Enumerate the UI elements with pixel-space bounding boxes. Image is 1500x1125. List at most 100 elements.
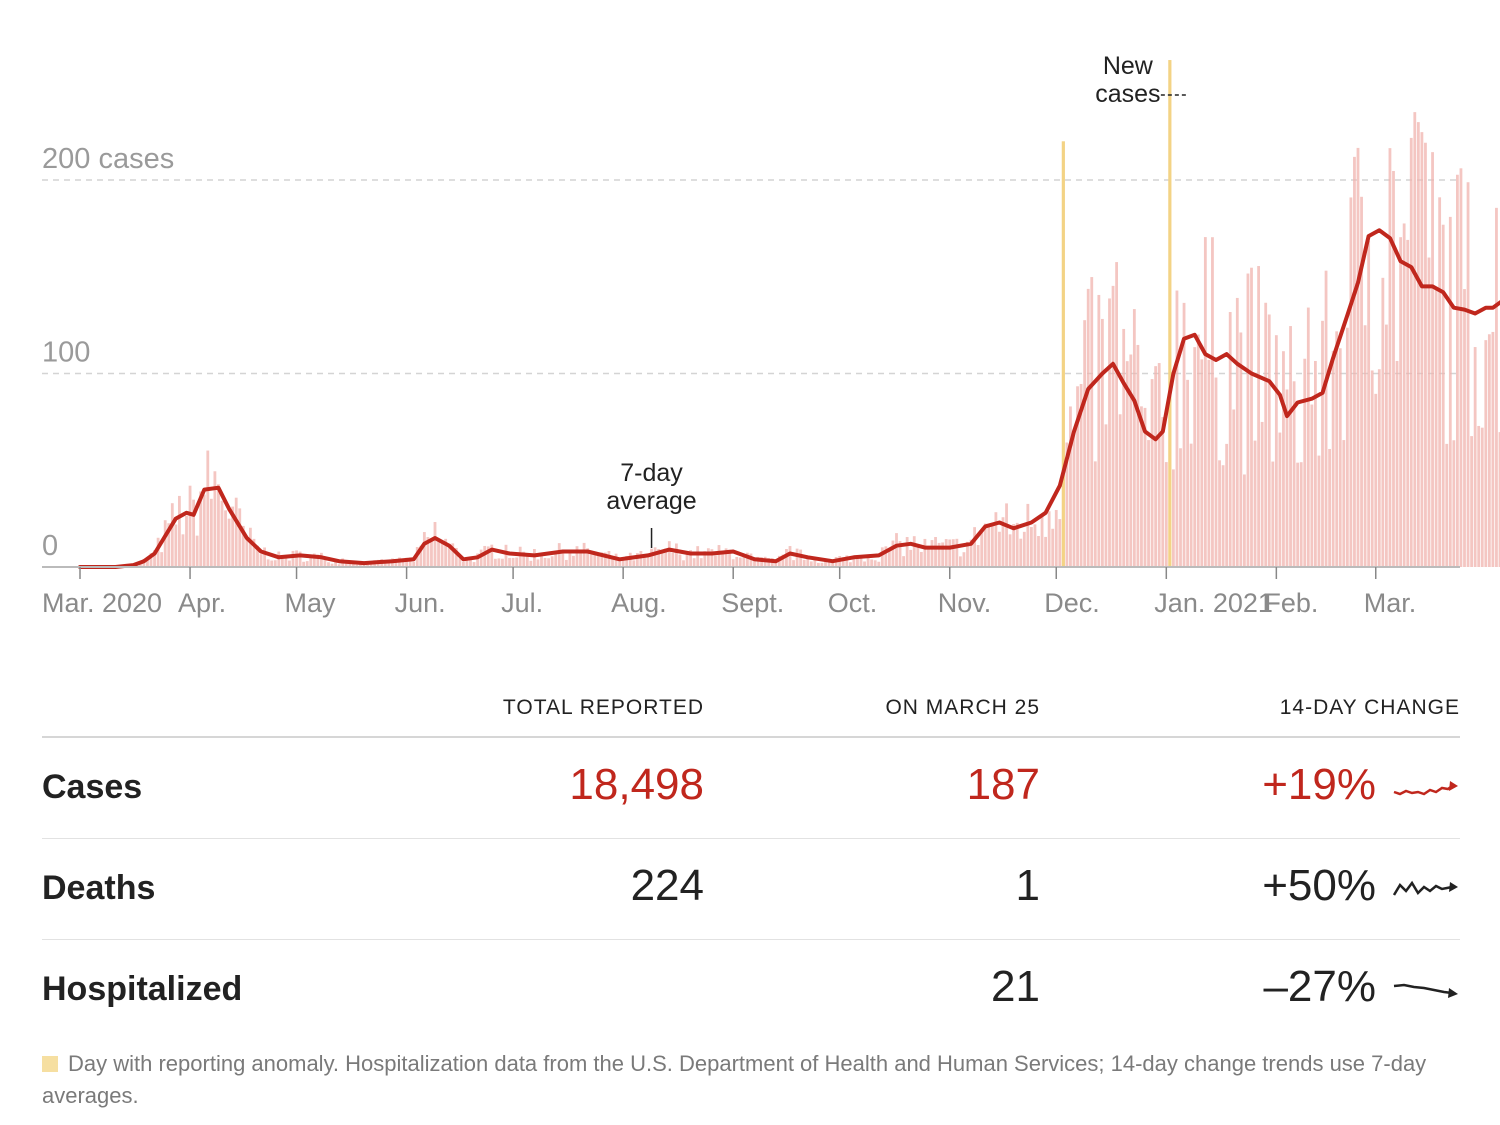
- daily-case-bar: [632, 560, 636, 567]
- daily-case-bar: [1001, 517, 1005, 567]
- daily-case-bar: [561, 552, 565, 567]
- daily-case-bar: [1434, 287, 1438, 567]
- daily-case-bar: [1154, 366, 1158, 567]
- daily-case-bar: [1402, 223, 1406, 567]
- daily-case-bar: [717, 545, 721, 567]
- daily-case-bar: [1193, 347, 1197, 567]
- daily-case-bar: [951, 539, 955, 567]
- daily-case-bar: [525, 555, 529, 567]
- daily-case-bar: [710, 549, 714, 567]
- daily-case-bar: [540, 553, 543, 567]
- x-tick-label: May: [285, 588, 337, 618]
- daily-case-bar: [1179, 448, 1182, 567]
- daily-case-bar: [973, 527, 976, 567]
- y-tick-label-0: 0: [42, 530, 58, 562]
- daily-case-bar: [178, 495, 181, 567]
- daily-case-bar: [1257, 266, 1260, 567]
- seven-day-average-line: [78, 228, 1500, 569]
- daily-case-bar: [160, 552, 164, 567]
- daily-case-bar: [1211, 237, 1214, 567]
- daily-case-bar: [1328, 448, 1331, 567]
- daily-case-bar: [746, 552, 749, 567]
- x-tick-label: Jul.: [501, 588, 543, 618]
- daily-case-bar: [504, 544, 508, 567]
- daily-case-bar: [266, 559, 270, 567]
- daily-case-bar: [820, 562, 824, 567]
- daily-case-bar: [1186, 379, 1189, 567]
- daily-case-bar: [1296, 462, 1300, 567]
- daily-case-bar: [1047, 511, 1051, 567]
- cases-trend-sparkline: [1393, 781, 1458, 796]
- daily-case-bar: [1076, 386, 1079, 567]
- daily-case-bar: [1392, 170, 1395, 567]
- new-cases-bars: [124, 112, 1500, 568]
- daily-case-bar: [941, 542, 945, 567]
- daily-case-bar: [1172, 469, 1175, 567]
- daily-case-bar: [1360, 196, 1363, 568]
- daily-case-bar: [479, 549, 483, 567]
- daily-case-bar: [870, 559, 874, 567]
- annotation-seven-day-average: 7-day: [620, 459, 683, 487]
- daily-case-bar: [1349, 197, 1353, 567]
- daily-case-bar: [1381, 277, 1385, 567]
- daily-case-bar: [607, 551, 611, 567]
- daily-case-bar: [1274, 335, 1278, 567]
- daily-case-bar: [536, 559, 540, 567]
- stats-row-deaths: Deaths 224 1 +50%: [42, 839, 1460, 940]
- daily-case-bar: [1147, 440, 1150, 567]
- daily-case-bar: [1438, 197, 1442, 567]
- deaths-total: 224: [630, 861, 704, 910]
- daily-case-bar: [1015, 522, 1019, 567]
- daily-case-bar: [355, 564, 359, 567]
- daily-case-bar: [774, 559, 778, 567]
- daily-case-bar: [497, 558, 501, 567]
- daily-case-bar: [1022, 531, 1026, 567]
- daily-case-bar: [721, 550, 724, 567]
- daily-case-bar: [1363, 325, 1367, 567]
- daily-case-bar: [430, 539, 433, 567]
- daily-case-bar: [192, 499, 195, 567]
- daily-case-bar: [1463, 289, 1466, 567]
- daily-case-bar: [788, 546, 792, 567]
- daily-case-bar: [1182, 302, 1186, 567]
- y-tick-label-100: 100: [42, 337, 90, 369]
- daily-case-bar: [1452, 440, 1456, 567]
- header-14-day-change: 14-DAY CHANGE: [1279, 696, 1460, 719]
- daily-case-bar: [181, 534, 185, 567]
- daily-case-bar: [1044, 536, 1047, 567]
- daily-case-bar: [195, 535, 199, 567]
- annotation-seven-day-average: average: [606, 487, 696, 515]
- daily-case-bar: [1374, 393, 1378, 567]
- daily-case-bar: [302, 561, 306, 567]
- daily-case-bar: [1314, 360, 1317, 567]
- cases-on-day: 187: [966, 760, 1040, 809]
- daily-case-bar: [859, 556, 863, 567]
- daily-case-bar: [785, 549, 788, 567]
- daily-case-bar: [909, 549, 913, 567]
- daily-case-bar: [639, 551, 643, 567]
- daily-case-bar: [699, 558, 703, 567]
- daily-case-bar: [185, 515, 188, 567]
- daily-case-bar: [344, 561, 348, 567]
- daily-case-bar: [1289, 326, 1292, 567]
- daily-case-bar: [1477, 425, 1481, 567]
- daily-case-bar: [572, 555, 575, 567]
- daily-case-bar: [948, 539, 952, 567]
- daily-case-bar: [1037, 536, 1040, 567]
- daily-case-bar: [848, 562, 852, 567]
- daily-case-bar: [323, 559, 327, 567]
- daily-case-bar: [1495, 207, 1498, 567]
- deaths-change: +50%: [1262, 861, 1376, 910]
- daily-case-bar: [1019, 538, 1023, 567]
- daily-case-bar: [316, 554, 320, 567]
- daily-case-bar: [288, 560, 291, 567]
- daily-case-bar: [469, 556, 472, 567]
- daily-case-bar: [976, 545, 980, 567]
- daily-case-bar: [643, 553, 646, 567]
- daily-case-bar: [937, 542, 941, 567]
- daily-case-bar: [1203, 237, 1207, 567]
- daily-case-bar: [231, 506, 235, 567]
- daily-case-bar: [249, 527, 252, 567]
- daily-case-bar: [234, 497, 238, 567]
- daily-case-bar: [756, 556, 760, 567]
